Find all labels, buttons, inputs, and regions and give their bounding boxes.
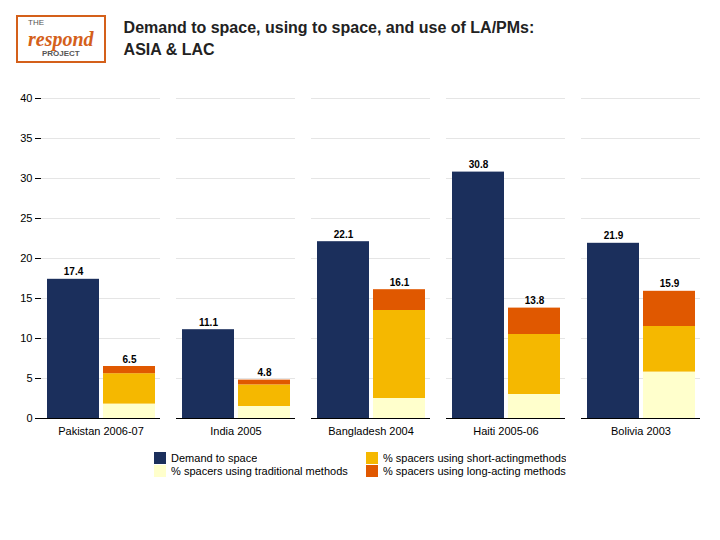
svg-text:20: 20 bbox=[20, 252, 32, 264]
svg-text:21.9: 21.9 bbox=[604, 230, 624, 241]
html-text:% spacers using traditional me: % spacers using traditional methods bbox=[171, 465, 348, 477]
svg-text:Pakistan 2006-07: Pakistan 2006-07 bbox=[58, 425, 144, 437]
svg-text:Haiti 2005-06: Haiti 2005-06 bbox=[473, 425, 538, 437]
html-text:PROJECT: PROJECT bbox=[41, 49, 80, 58]
svg-text:35: 35 bbox=[20, 132, 32, 144]
svg-text:15: 15 bbox=[20, 292, 32, 304]
html-text:Demand to space: Demand to space bbox=[171, 452, 258, 464]
svg-text:4.8: 4.8 bbox=[258, 367, 272, 378]
html-text:% spacers using short-actingme: % spacers using short-actingmethods bbox=[383, 452, 567, 464]
svg-text:11.1: 11.1 bbox=[199, 317, 218, 328]
svg-text:5: 5 bbox=[26, 372, 32, 384]
svg-text:0: 0 bbox=[26, 412, 32, 424]
svg-text:6.5: 6.5 bbox=[123, 354, 137, 365]
svg-text:17.4: 17.4 bbox=[64, 266, 84, 277]
svg-text:22.1: 22.1 bbox=[334, 229, 354, 240]
svg-text:10: 10 bbox=[20, 332, 32, 344]
svg-text:India 2005: India 2005 bbox=[210, 425, 261, 437]
html-text:respond: respond bbox=[28, 28, 94, 50]
svg-text:Bangladesh 2004: Bangladesh 2004 bbox=[328, 425, 414, 437]
svg-text:Bolivia 2003: Bolivia 2003 bbox=[611, 425, 671, 437]
svg-text:25: 25 bbox=[20, 212, 32, 224]
svg-text:16.1: 16.1 bbox=[390, 277, 410, 288]
html-text:THE: THE bbox=[28, 18, 44, 28]
svg-text:15.9: 15.9 bbox=[660, 278, 680, 289]
svg-text:30: 30 bbox=[20, 172, 32, 184]
html-text:Demand to space, using to spac: Demand to space, using to space, and use… bbox=[123, 19, 535, 58]
svg-text:40: 40 bbox=[20, 92, 32, 104]
html-text:% spacers using long-acting me: % spacers using long-acting methods bbox=[383, 465, 566, 477]
svg-text:30.8: 30.8 bbox=[469, 159, 489, 170]
svg-text:13.8: 13.8 bbox=[525, 295, 545, 306]
